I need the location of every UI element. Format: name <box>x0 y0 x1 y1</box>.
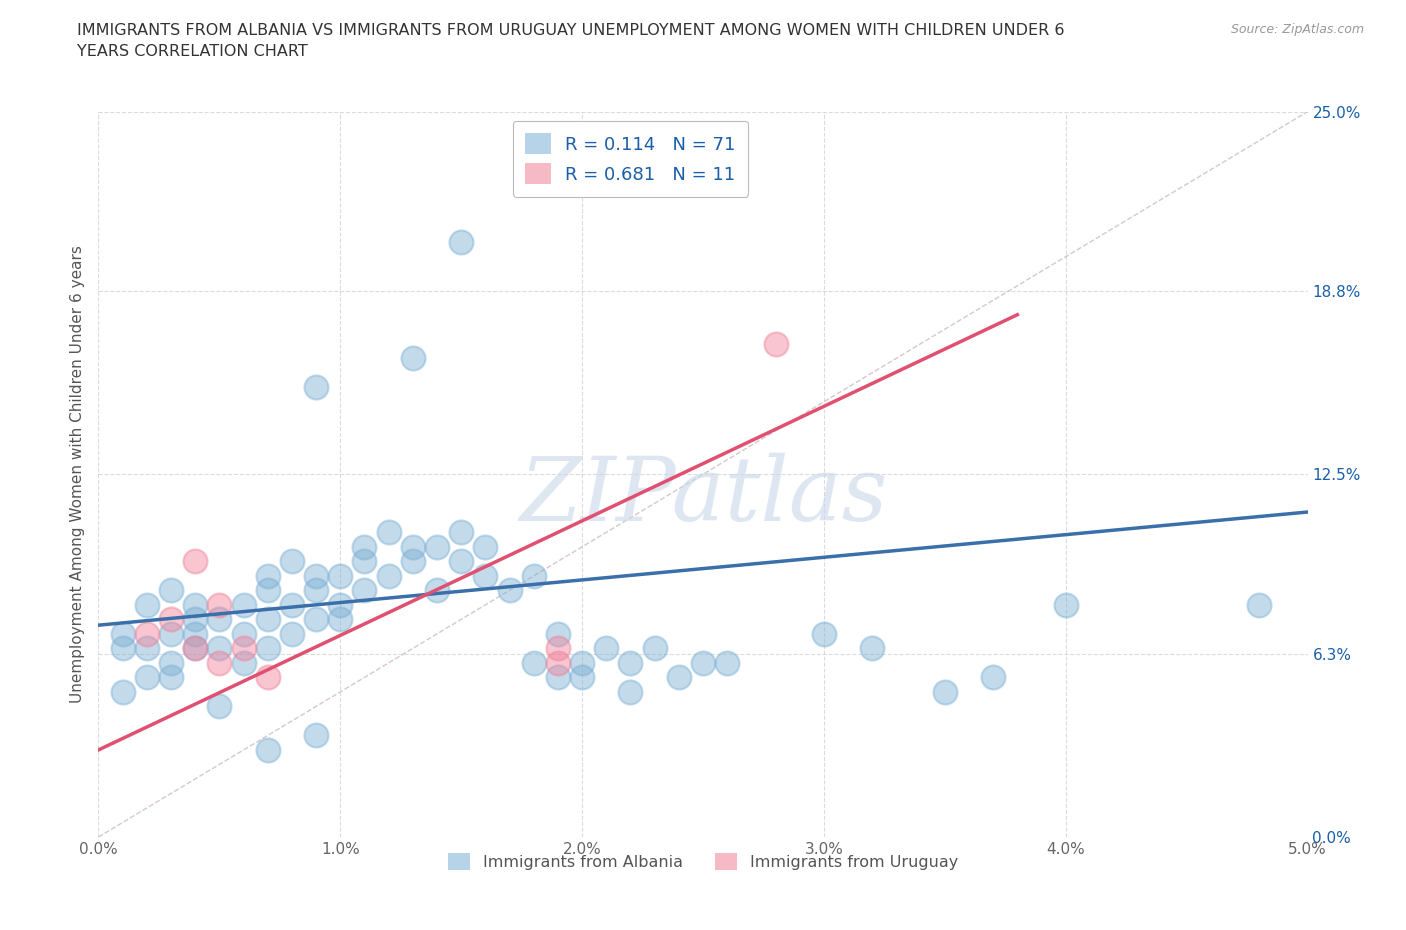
Point <box>160 670 183 684</box>
Point <box>426 583 449 598</box>
Point <box>305 583 328 598</box>
Point <box>111 684 134 699</box>
Point <box>353 583 375 598</box>
Point <box>1054 597 1077 612</box>
Point <box>160 612 183 627</box>
Point <box>184 641 207 656</box>
Point <box>329 612 352 627</box>
Point <box>305 728 328 743</box>
Point <box>232 627 254 642</box>
Point <box>595 641 617 656</box>
Point <box>160 627 183 642</box>
Point <box>256 583 278 598</box>
Point <box>619 684 641 699</box>
Point <box>981 670 1004 684</box>
Point <box>547 656 569 671</box>
Point <box>547 670 569 684</box>
Text: IMMIGRANTS FROM ALBANIA VS IMMIGRANTS FROM URUGUAY UNEMPLOYMENT AMONG WOMEN WITH: IMMIGRANTS FROM ALBANIA VS IMMIGRANTS FR… <box>77 23 1064 60</box>
Point <box>571 656 593 671</box>
Point <box>353 539 375 554</box>
Point <box>474 568 496 583</box>
Point <box>353 554 375 569</box>
Point <box>208 641 231 656</box>
Point <box>377 525 399 539</box>
Point <box>305 568 328 583</box>
Point <box>716 656 738 671</box>
Point <box>523 656 546 671</box>
Point <box>619 656 641 671</box>
Point <box>426 539 449 554</box>
Point <box>208 612 231 627</box>
Point <box>281 627 304 642</box>
Point <box>765 337 787 352</box>
Point <box>232 597 254 612</box>
Point <box>111 641 134 656</box>
Point <box>692 656 714 671</box>
Point <box>498 583 520 598</box>
Point <box>111 627 134 642</box>
Point <box>135 597 157 612</box>
Text: Source: ZipAtlas.com: Source: ZipAtlas.com <box>1230 23 1364 36</box>
Point <box>160 583 183 598</box>
Point <box>184 597 207 612</box>
Point <box>402 539 425 554</box>
Point <box>208 656 231 671</box>
Point <box>329 597 352 612</box>
Point <box>281 554 304 569</box>
Point <box>668 670 690 684</box>
Point <box>547 627 569 642</box>
Point <box>571 670 593 684</box>
Point <box>329 568 352 583</box>
Point <box>402 554 425 569</box>
Point <box>184 554 207 569</box>
Point <box>232 656 254 671</box>
Point <box>305 612 328 627</box>
Point <box>256 742 278 757</box>
Point <box>450 234 472 249</box>
Point <box>1249 597 1271 612</box>
Point <box>135 670 157 684</box>
Point <box>256 670 278 684</box>
Point <box>135 627 157 642</box>
Legend: Immigrants from Albania, Immigrants from Uruguay: Immigrants from Albania, Immigrants from… <box>441 847 965 876</box>
Point <box>860 641 883 656</box>
Point <box>450 554 472 569</box>
Point <box>135 641 157 656</box>
Point <box>256 612 278 627</box>
Point <box>208 597 231 612</box>
Point <box>184 612 207 627</box>
Point <box>232 641 254 656</box>
Point <box>377 568 399 583</box>
Point <box>523 568 546 583</box>
Point <box>305 379 328 394</box>
Point <box>813 627 835 642</box>
Point <box>644 641 666 656</box>
Point <box>474 539 496 554</box>
Point <box>547 641 569 656</box>
Point <box>450 525 472 539</box>
Point <box>256 641 278 656</box>
Text: ZIPatlas: ZIPatlas <box>519 453 887 539</box>
Point <box>208 699 231 714</box>
Point <box>934 684 956 699</box>
Point <box>281 597 304 612</box>
Point <box>184 641 207 656</box>
Y-axis label: Unemployment Among Women with Children Under 6 years: Unemployment Among Women with Children U… <box>70 246 86 703</box>
Point <box>256 568 278 583</box>
Point <box>160 656 183 671</box>
Point <box>402 351 425 365</box>
Point <box>184 627 207 642</box>
